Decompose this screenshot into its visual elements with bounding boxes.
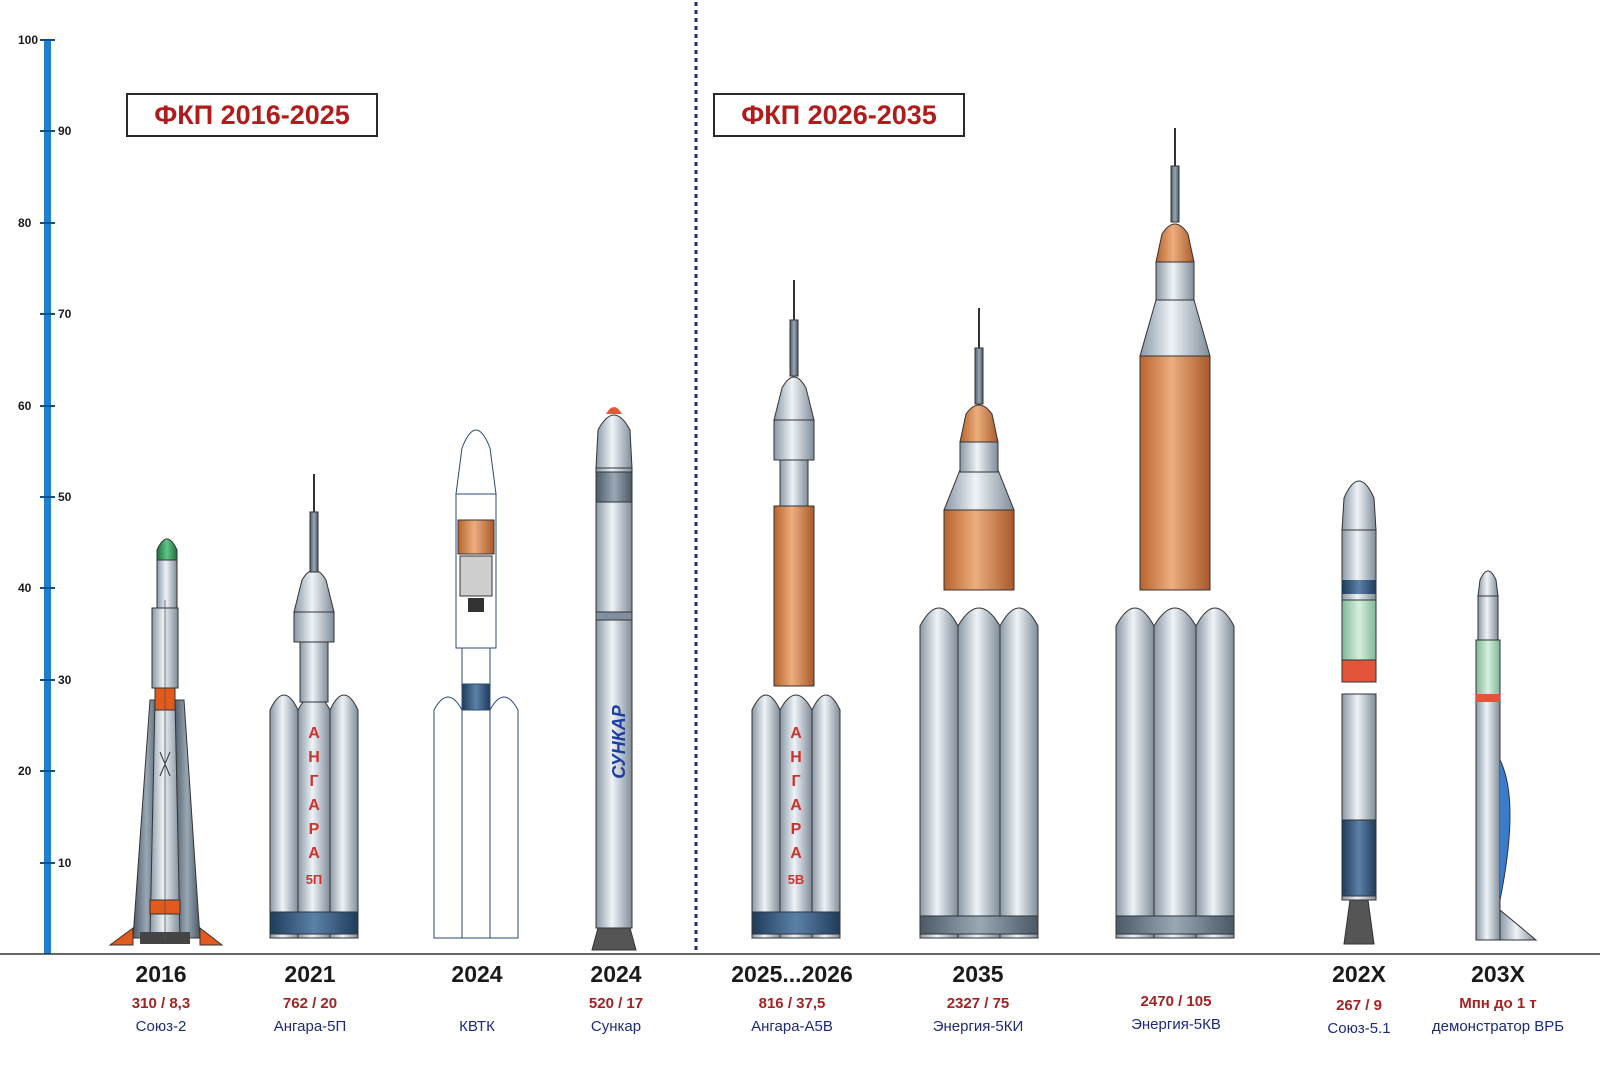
scale-tick — [40, 678, 55, 681]
rocket-energia-5kv — [1115, 128, 1235, 939]
rocket-energia-5ki — [919, 308, 1039, 939]
svg-text:Н: Н — [790, 749, 802, 766]
rocket-kvtk — [433, 429, 519, 939]
vehicle-year: 2021 — [284, 961, 336, 987]
vehicle-name: Ангара-А5В — [751, 1018, 833, 1035]
vehicle-name: Сункар — [590, 1018, 642, 1035]
period-label-2: ФКП 2026-2035 — [713, 93, 965, 137]
svg-text:А: А — [308, 845, 320, 862]
scale-label: 40 — [18, 581, 32, 596]
scale-label: 10 — [58, 855, 72, 870]
vehicle-name: Энергия-5КИ — [932, 1018, 1024, 1035]
vehicle-name: Энергия-5КВ — [1131, 1016, 1221, 1033]
vehicle-name: Союз-2 — [135, 1018, 187, 1035]
vehicle-stats: 2327 / 75 — [946, 995, 1010, 1012]
vehicle-stats: Мпн до 1 т — [1459, 995, 1537, 1012]
vehicle-name: Союз-5.1 — [1327, 1020, 1391, 1037]
vehicle-year: 2024 — [451, 961, 503, 987]
vehicle-name: КВТК — [459, 1018, 495, 1035]
scale-tick — [40, 39, 55, 41]
scale-tick — [40, 404, 55, 407]
scale-label: 30 — [58, 672, 72, 687]
vehicle-year: 202X — [1332, 961, 1386, 987]
scale-tick — [40, 221, 55, 224]
rocket-vrb-demonstrator — [1475, 570, 1538, 941]
svg-text:Р: Р — [791, 821, 802, 838]
svg-text:А: А — [308, 725, 320, 742]
scale-label: 90 — [58, 124, 72, 139]
scale-tick — [40, 861, 55, 864]
vehicle-year: 2035 — [952, 961, 1004, 987]
vehicle-stats: 267 / 9 — [1336, 997, 1382, 1014]
rocket-soyuz-5-1 — [1341, 480, 1377, 945]
vehicle-stats: 520 / 17 — [588, 995, 644, 1012]
scale-tick — [40, 130, 55, 133]
vehicle-name: Ангара-5П — [273, 1018, 347, 1035]
vehicle-stats: 762 / 20 — [282, 995, 338, 1012]
period-label-1: ФКП 2016-2025 — [126, 93, 378, 137]
svg-text:Г: Г — [791, 773, 800, 790]
rocket-sunkar: СУНКАР — [591, 407, 637, 951]
svg-text:Н: Н — [308, 749, 320, 766]
vehicle-name: демонстратор ВРБ — [1431, 1018, 1565, 1035]
scale-label: 50 — [58, 490, 72, 504]
scale-label: 80 — [18, 215, 32, 230]
vehicle-stats: 816 / 37,5 — [758, 995, 826, 1012]
rocket-angara-5p: А Н Г А Р А 5П — [269, 474, 359, 939]
scale-label: 100 — [18, 33, 39, 47]
svg-text:А: А — [790, 797, 802, 814]
svg-text:А: А — [790, 725, 802, 742]
vehicle-stats: 310 / 8,3 — [131, 995, 191, 1012]
vehicle-year: 203X — [1471, 961, 1525, 987]
scale-tick — [40, 496, 55, 498]
rocket-soyuz-2 — [108, 538, 224, 946]
svg-text:А: А — [790, 845, 802, 862]
scale-label: 70 — [58, 307, 72, 322]
scale-tick — [40, 587, 55, 590]
svg-text:СУНКАР: СУНКАР — [609, 704, 629, 779]
scale-tick — [40, 770, 55, 773]
scale-tick — [40, 313, 55, 316]
rocket-angara-a5v: А Н Г А Р А 5В — [751, 280, 841, 939]
vehicle-year: 2025...2026 — [731, 961, 853, 987]
vehicle-year: 2016 — [135, 961, 187, 987]
vehicle-year: 2024 — [590, 961, 642, 987]
svg-text:5П: 5П — [306, 872, 323, 887]
svg-text:Г: Г — [309, 773, 318, 790]
svg-text:Р: Р — [309, 821, 320, 838]
svg-text:5В: 5В — [788, 872, 805, 887]
svg-text:А: А — [308, 797, 320, 814]
scale-label: 60 — [18, 398, 32, 413]
scale-label: 20 — [18, 764, 32, 779]
vehicle-stats: 2470 / 105 — [1140, 993, 1212, 1010]
